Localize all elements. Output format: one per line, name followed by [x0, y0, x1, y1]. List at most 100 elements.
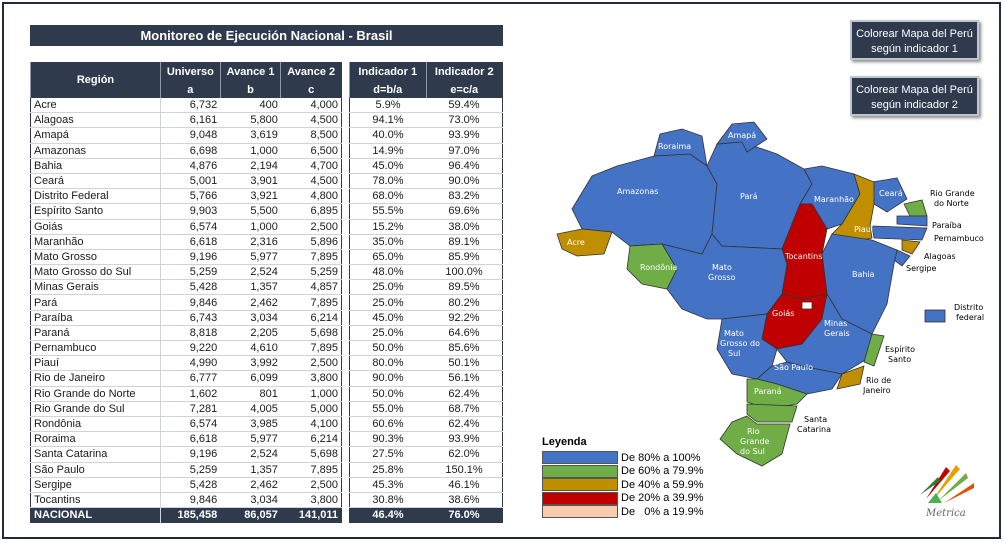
- table-row: Amazonas 6,698 1,000 6,500: [30, 143, 342, 159]
- indicator1-cell: 50.0%: [349, 340, 426, 357]
- avance2-cell: 7,895: [280, 462, 342, 478]
- table-row: 5.9% 59.4%: [349, 97, 503, 114]
- avance2-cell: 2,500: [280, 219, 342, 235]
- state-paraiba[interactable]: [896, 215, 928, 227]
- table-row: 30.8% 38.6%: [349, 492, 503, 509]
- color-map-indicator-2-button[interactable]: Colorear Mapa del Perú según indicador 2: [850, 76, 979, 116]
- state-santa-catarina[interactable]: [746, 403, 798, 423]
- state-rio-grande-do-norte[interactable]: [903, 199, 928, 217]
- table-row: Paraíba 6,743 3,034 6,214: [30, 310, 342, 326]
- universo-cell: 9,903: [160, 203, 221, 220]
- universo-cell: 4,990: [160, 355, 221, 372]
- table-row: 78.0% 90.0%: [349, 173, 503, 190]
- state-distrito-federal[interactable]: [801, 301, 813, 310]
- table-row: Rio de Janeiro 6,777 6,099 3,800: [30, 370, 342, 387]
- indicator1-cell: 60.6%: [349, 416, 426, 433]
- indicator2-cell: 62.0%: [426, 446, 503, 463]
- table-row: 68.0% 83.2%: [349, 188, 503, 205]
- state-roraima[interactable]: [653, 128, 708, 167]
- state-espirito-santo[interactable]: [863, 333, 885, 367]
- avance2-cell: 4,800: [280, 188, 342, 205]
- state-rio-de-janeiro[interactable]: [836, 365, 865, 390]
- state-rio-grande-do-sul[interactable]: [719, 415, 791, 467]
- avance2-cell: 6,500: [280, 143, 342, 159]
- universo-cell: 5,428: [160, 279, 221, 296]
- avance2-cell: 5,698: [280, 325, 342, 342]
- indicator2-cell: 46.1%: [426, 477, 503, 493]
- state-amapa[interactable]: [716, 121, 768, 153]
- state-alagoas[interactable]: [901, 239, 921, 255]
- label-parana: Paraná: [754, 387, 782, 396]
- indicator1-cell: 90.3%: [349, 431, 426, 448]
- avance2-cell: 1,000: [280, 386, 342, 402]
- region-cell: Pernambuco: [30, 340, 161, 357]
- label-goias: Goiás: [772, 309, 794, 318]
- table-row: Tocantins 9,846 3,034 3,800: [30, 492, 342, 509]
- label-sc-1: Santa: [804, 415, 827, 424]
- region-cell: Minas Gerais: [30, 279, 161, 296]
- avance1-cell: 5,800: [220, 112, 281, 129]
- table-row: Rio Grande do Norte 1,602 801 1,000: [30, 386, 342, 402]
- label-maranhao: Maranhão: [814, 195, 854, 204]
- legend-item: De 20% a 39.9%: [542, 491, 704, 506]
- page-title: Monitoreo de Ejecución Nacional - Brasil: [30, 25, 503, 46]
- avance2-cell: 7,895: [280, 294, 342, 311]
- indicator1-cell: 90.0%: [349, 370, 426, 387]
- label-roraima: Roraima: [658, 142, 691, 151]
- table-row: 25.0% 89.5%: [349, 279, 503, 296]
- avance2-cell: 4,500: [280, 112, 342, 129]
- table-row: 65.0% 85.9%: [349, 249, 503, 266]
- region-cell: Ceará: [30, 173, 161, 190]
- indicator1-cell: 68.0%: [349, 188, 426, 205]
- indicator2-cell: 83.2%: [426, 188, 503, 205]
- distrito-federal-swatch: [924, 309, 946, 323]
- region-cell: Rondônia: [30, 416, 161, 433]
- universo-cell: 5,001: [160, 173, 221, 190]
- indicator1-cell: 40.0%: [349, 127, 426, 144]
- indicator2-cell: 62.4%: [426, 386, 503, 402]
- indicator2-cell: 97.0%: [426, 143, 503, 159]
- state-acre[interactable]: [556, 228, 613, 257]
- region-cell: Distrito Federal: [30, 188, 161, 205]
- table-row: 55.0% 68.7%: [349, 401, 503, 417]
- state-parana[interactable]: [746, 378, 808, 410]
- indicator2-cell: 89.5%: [426, 279, 503, 296]
- indicator2-cell: 100.0%: [426, 264, 503, 281]
- region-cell: Paraná: [30, 325, 161, 342]
- indicator1-cell: 55.0%: [349, 401, 426, 417]
- header-avance1-sub: b: [219, 81, 281, 98]
- state-pernambuco[interactable]: [871, 225, 928, 241]
- label-minas-1: Minas: [824, 319, 847, 328]
- indicator1-cell: 35.0%: [349, 234, 426, 250]
- label-rgs-1: Rio: [747, 427, 760, 436]
- table-row: Maranhão 6,618 2,316 5,896: [30, 234, 342, 250]
- table-row: Minas Gerais 5,428 1,357 4,857: [30, 279, 342, 296]
- table-row: 60.6% 62.4%: [349, 416, 503, 433]
- avance1-cell: 4,610: [220, 340, 281, 357]
- label-mato-grosso-2: Grosso: [708, 273, 736, 282]
- universo-cell: 6,618: [160, 234, 221, 250]
- avance1-cell: 5,977: [220, 431, 281, 448]
- universo-cell: 6,574: [160, 219, 221, 235]
- indicator1-cell: 48.0%: [349, 264, 426, 281]
- color-map-indicator-1-button[interactable]: Colorear Mapa del Perú según indicador 1: [850, 20, 979, 60]
- avance1-cell: 2,194: [220, 158, 281, 174]
- universo-cell: 9,048: [160, 127, 221, 144]
- universo-cell: 7,281: [160, 401, 221, 417]
- state-maranhao[interactable]: [799, 165, 861, 230]
- indicator2-cell: 89.1%: [426, 234, 503, 250]
- region-cell: Mato Grosso: [30, 249, 161, 266]
- avance2-cell: 7,895: [280, 340, 342, 357]
- table-row: Pará 9,846 2,462 7,895: [30, 294, 342, 311]
- indicator1-cell: 45.0%: [349, 310, 426, 326]
- legend-item: De 80% a 100%: [542, 451, 704, 465]
- region-cell: Amapá: [30, 127, 161, 144]
- legend-label: De 60% a 79.9%: [621, 465, 704, 478]
- universo-cell: 6,618: [160, 431, 221, 448]
- indicator2-cell: 80.2%: [426, 294, 503, 311]
- region-cell: Mato Grosso do Sul: [30, 264, 161, 281]
- avance1-cell: 2,524: [220, 446, 281, 463]
- avance2-cell: 6,895: [280, 203, 342, 220]
- table-row: 94.1% 73.0%: [349, 112, 503, 129]
- indicator1-cell: 15.2%: [349, 219, 426, 235]
